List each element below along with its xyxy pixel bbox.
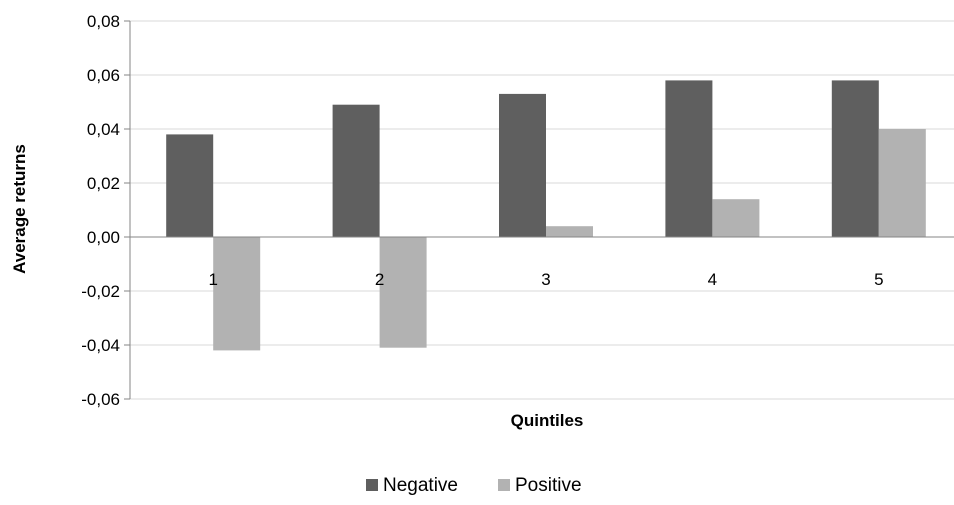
legend: Negative Positive — [366, 475, 582, 496]
bar-negative-2 — [332, 104, 380, 237]
bar-negative-1 — [166, 134, 214, 237]
y-axis-title: Average returns — [10, 144, 29, 274]
bar-positive-4 — [712, 199, 760, 237]
x-tick-label: 1 — [208, 270, 217, 289]
axes — [124, 20, 954, 400]
x-tick-labels: 1 2 3 4 5 — [208, 270, 883, 289]
bars — [166, 80, 926, 351]
y-tick-label: -0,02 — [81, 282, 120, 301]
legend-swatch-positive — [498, 479, 510, 491]
bar-positive-3 — [546, 226, 593, 237]
x-tick-label: 2 — [375, 270, 384, 289]
x-tick-label: 4 — [708, 270, 717, 289]
x-tick-label: 3 — [541, 270, 550, 289]
y-tick-label: 0,02 — [87, 174, 120, 193]
x-tick-label: 5 — [874, 270, 883, 289]
y-tick-label: 0,06 — [87, 66, 120, 85]
y-tick-label: 0,00 — [87, 228, 120, 247]
bar-negative-3 — [499, 93, 546, 238]
legend-swatch-negative — [366, 479, 378, 491]
y-tick-labels: 0,08 0,06 0,04 0,02 0,00 -0,02 -0,04 -0,06 — [81, 12, 120, 409]
bar-negative-5 — [831, 80, 879, 238]
bar-positive-1 — [213, 237, 261, 351]
y-tick-label: -0,06 — [81, 390, 120, 409]
bar-negative-4 — [665, 80, 713, 238]
x-axis-title: Quintiles — [511, 411, 584, 430]
y-tick-label: 0,04 — [87, 120, 120, 139]
legend-label-negative: Negative — [383, 475, 458, 496]
legend-label-positive: Positive — [515, 475, 582, 496]
bar-positive-2 — [379, 237, 427, 348]
y-tick-label: 0,08 — [87, 12, 120, 31]
bar-positive-5 — [878, 129, 926, 237]
y-tick-label: -0,04 — [81, 336, 120, 355]
